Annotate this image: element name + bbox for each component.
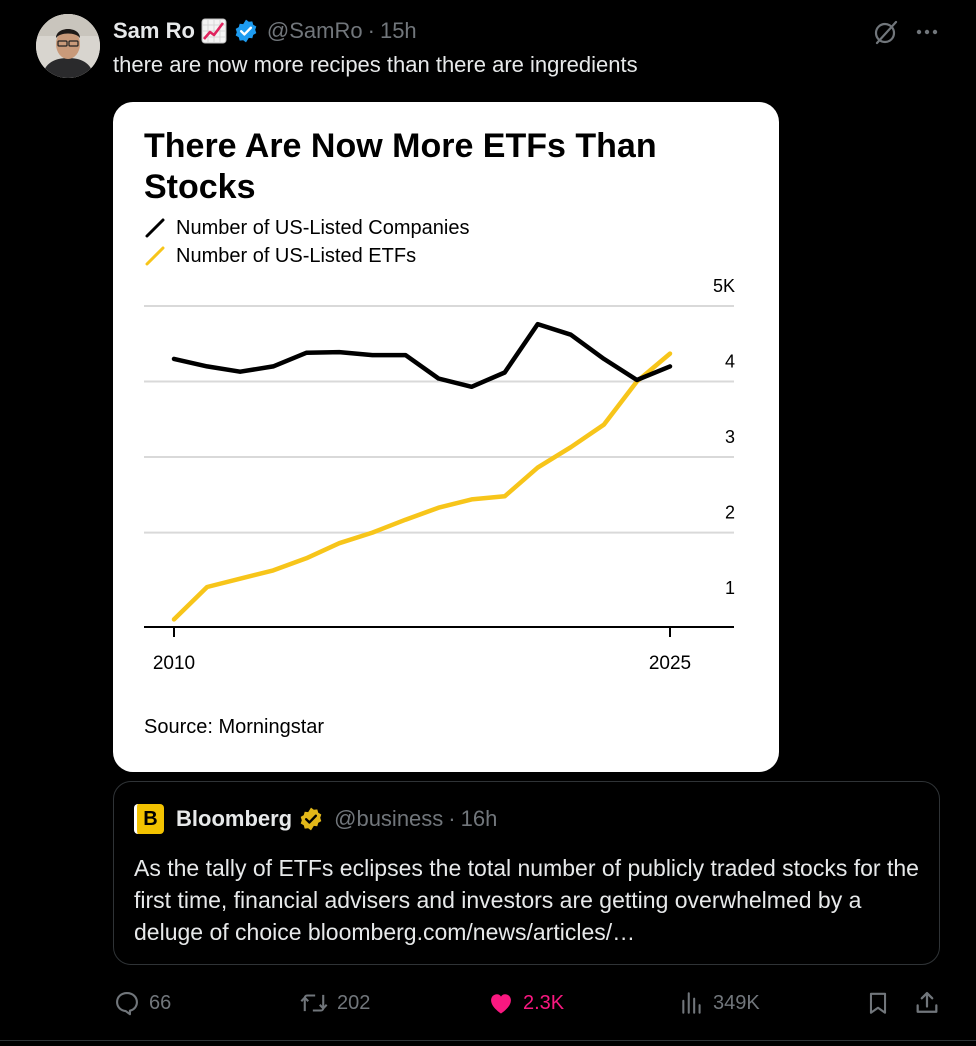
share-icon [916,991,938,1013]
quoted-tweet-text: As the tally of ETFs eclipses the total … [134,855,919,945]
quoted-timestamp[interactable]: 16h [460,806,498,831]
chart-increasing-emoji [201,18,227,44]
verified-badge-icon[interactable] [233,18,259,44]
tweet-text: there are now more recipes than there ar… [113,52,638,77]
tweet-header: Sam Ro @SamRo · 15h [113,16,417,46]
verified-gold-badge-icon[interactable] [298,806,324,832]
reply-count: 66 [149,991,172,1014]
legend-swatch-companies [145,218,165,238]
y-tick-label: 1 [725,578,735,598]
heart-filled-icon [491,994,511,1014]
repost-button[interactable]: 202 [299,985,370,1021]
quoted-author-handle[interactable]: @business [334,806,444,831]
y-tick-label: 4 [725,352,735,372]
bloomberg-logo-icon[interactable]: B [134,804,164,834]
quoted-separator-dot: · [448,806,456,831]
y-axis-tick-labels: 1 2 3 4 5K [713,276,735,598]
views-count: 349K [713,991,760,1014]
bookmark-button[interactable] [865,985,899,1021]
chart-title: There Are Now More ETFs Than Stocks [144,127,657,206]
legend-item-etfs: Number of US-Listed ETFs [144,242,469,270]
like-count: 2.3K [523,991,565,1014]
more-options-icon[interactable] [914,19,940,50]
legend-item-companies: Number of US-Listed Companies [144,214,469,242]
chart-image[interactable]: There Are Now More ETFs Than Stocks Numb… [113,102,779,772]
author-handle[interactable]: @SamRo [266,18,363,43]
x-axis: 2010 2025 [144,626,734,674]
quoted-tweet-header: B Bloomberg @business · 16h [134,804,497,834]
chart-legend: Number of US-Listed Companies Number of … [144,214,469,270]
tweet-top-actions [872,18,940,51]
views-chart-icon [682,992,701,1014]
y-tick-label: 5K [713,276,735,296]
tweet-divider [0,1040,976,1041]
y-tick-label: 2 [725,503,735,523]
series-line-companies [171,321,673,390]
quoted-author-name[interactable]: Bloomberg [176,806,293,831]
chart-source: Source: Morningstar [144,716,325,738]
tweet-timestamp[interactable]: 15h [379,18,417,43]
views-button[interactable]: 349K [679,985,760,1021]
series-line-etfs [171,351,673,622]
bookmark-icon [869,992,887,1014]
share-button[interactable] [913,985,949,1021]
x-tick-label: 2025 [649,653,691,674]
quoted-tweet[interactable]: B Bloomberg @business · 16h As the tally… [113,781,940,965]
reply-button[interactable]: 66 [113,985,171,1021]
reply-icon [116,992,138,1016]
line-chart: 1 2 3 4 5K 2010 2025 [144,276,735,674]
chart-series [171,321,673,622]
legend-swatch-etfs [145,246,165,266]
author-avatar[interactable] [36,14,100,78]
chart-gridlines [144,305,734,534]
repost-icon [300,994,328,1012]
separator-dot: · [367,18,375,43]
like-button[interactable]: 2.3K [487,985,564,1021]
author-name[interactable]: Sam Ro [113,18,195,43]
grok-icon[interactable] [872,18,900,51]
x-tick-label: 2010 [153,653,195,674]
avatar-photo [36,14,100,78]
engagement-bar: 66 202 2.3K 349K [113,985,943,1021]
repost-count: 202 [337,991,371,1014]
legend-label-companies: Number of US-Listed Companies [176,216,470,239]
legend-label-etfs: Number of US-Listed ETFs [176,244,417,267]
y-tick-label: 3 [725,427,735,447]
